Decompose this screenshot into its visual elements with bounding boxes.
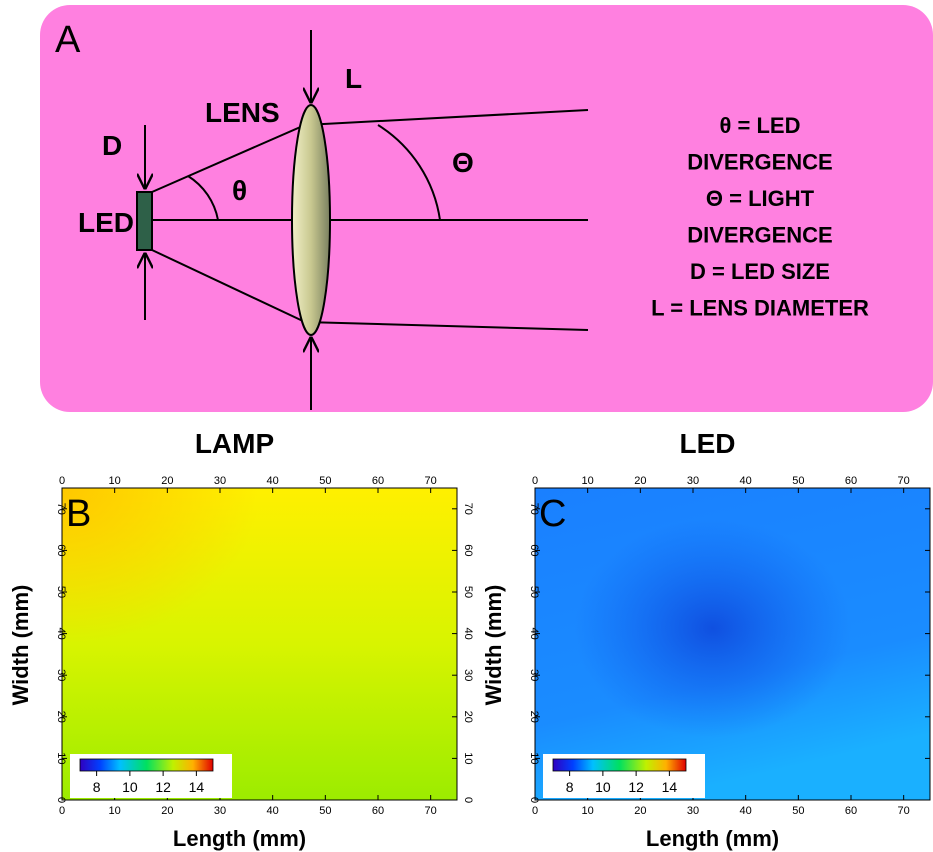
colorbar-tick-label: 10 xyxy=(595,779,611,795)
y-tick-label: 0 xyxy=(55,797,67,803)
x-tick-label: 70 xyxy=(425,805,437,817)
x-tick-label-top: 10 xyxy=(582,475,594,487)
x-tick-label: 70 xyxy=(898,805,910,817)
y-axis-label: Width (mm) xyxy=(481,585,506,706)
panel-label: B xyxy=(66,493,91,535)
x-tick-label-top: 60 xyxy=(372,475,384,487)
x-tick-label-top: 50 xyxy=(319,475,331,487)
legend-line: DIVERGENCE xyxy=(687,223,832,248)
y-axis-label: Width (mm) xyxy=(8,585,33,706)
panel-label: C xyxy=(539,493,566,535)
y-tick-label: 50 xyxy=(528,586,540,598)
x-tick-label: 50 xyxy=(319,805,331,817)
y-tick-label: 50 xyxy=(55,586,67,598)
led-chip xyxy=(137,192,152,250)
panel-label: A xyxy=(55,19,81,61)
x-tick-label-top: 10 xyxy=(109,475,121,487)
y-tick-label-right: 60 xyxy=(462,544,474,556)
x-tick-label: 20 xyxy=(634,805,646,817)
y-tick-label: 30 xyxy=(55,669,67,681)
x-axis-label: Length (mm) xyxy=(646,826,779,851)
colorbar-tick-label: 8 xyxy=(93,779,101,795)
colorbar-tick-label: 14 xyxy=(662,779,678,795)
colorbar xyxy=(80,759,213,771)
colorbar xyxy=(553,759,686,771)
led-label: LED xyxy=(78,207,134,238)
x-tick-label: 60 xyxy=(845,805,857,817)
legend-line: D = LED SIZE xyxy=(690,259,830,284)
colorbar-tick-label: 8 xyxy=(566,779,574,795)
plot-title: LED xyxy=(680,428,736,459)
colorbar-tick-label: 12 xyxy=(155,779,171,795)
x-tick-label-top: 40 xyxy=(267,475,279,487)
y-tick-label: 60 xyxy=(55,544,67,556)
x-tick-label: 40 xyxy=(740,805,752,817)
colorbar-tick-label: 12 xyxy=(628,779,644,795)
y-tick-label-right: 50 xyxy=(462,586,474,598)
x-tick-label-top: 20 xyxy=(634,475,646,487)
x-tick-label-top: 40 xyxy=(740,475,752,487)
y-tick-label: 20 xyxy=(528,711,540,723)
y-tick-label-right: 70 xyxy=(462,503,474,515)
figure: A L LENS D LED θ Θ θ = LED DIVERGENCE Θ = … xyxy=(0,0,933,852)
y-tick-label: 30 xyxy=(528,669,540,681)
light-angle-label: Θ xyxy=(452,147,474,178)
y-tick-label-right: 30 xyxy=(462,669,474,681)
led-size-label: D xyxy=(102,130,122,161)
legend-line: Θ = LIGHT xyxy=(706,186,815,211)
y-tick-label: 40 xyxy=(528,627,540,639)
x-tick-label-top: 0 xyxy=(532,475,538,487)
led-angle-label: θ xyxy=(232,175,247,206)
y-tick-label: 0 xyxy=(528,797,540,803)
x-tick-label-top: 70 xyxy=(425,475,437,487)
x-tick-label: 20 xyxy=(161,805,173,817)
legend-line: DIVERGENCE xyxy=(687,150,832,175)
x-tick-label-top: 30 xyxy=(214,475,226,487)
x-tick-label: 10 xyxy=(109,805,121,817)
y-tick-label: 20 xyxy=(55,711,67,723)
y-tick-label: 70 xyxy=(55,503,67,515)
x-axis-label: Length (mm) xyxy=(173,826,306,851)
colorbar-tick-label: 10 xyxy=(122,779,138,795)
contour-overlay xyxy=(535,488,930,800)
x-tick-label: 0 xyxy=(59,805,65,817)
y-tick-label: 10 xyxy=(55,752,67,764)
panel-a: A L LENS D LED θ Θ θ = LED DIVERGENCE Θ = … xyxy=(40,5,933,412)
contour-overlay xyxy=(62,488,457,800)
x-tick-label-top: 60 xyxy=(845,475,857,487)
y-tick-label-right: 40 xyxy=(462,627,474,639)
plot-title: LAMP xyxy=(195,428,274,459)
y-tick-label: 10 xyxy=(528,752,540,764)
x-tick-label: 30 xyxy=(687,805,699,817)
lens-label: LENS xyxy=(205,97,280,128)
legend-line: θ = LED xyxy=(720,113,801,138)
x-tick-label: 30 xyxy=(214,805,226,817)
x-tick-label-top: 70 xyxy=(898,475,910,487)
x-tick-label-top: 20 xyxy=(161,475,173,487)
x-tick-label: 0 xyxy=(532,805,538,817)
x-tick-label-top: 0 xyxy=(59,475,65,487)
colorbar-tick-label: 14 xyxy=(189,779,205,795)
y-tick-label-right: 0 xyxy=(462,797,474,803)
x-tick-label: 10 xyxy=(582,805,594,817)
lens-size-label: L xyxy=(345,63,362,94)
x-tick-label-top: 30 xyxy=(687,475,699,487)
y-tick-label-right: 10 xyxy=(462,752,474,764)
y-tick-label: 60 xyxy=(528,544,540,556)
x-tick-label-top: 50 xyxy=(792,475,804,487)
y-tick-label: 70 xyxy=(528,503,540,515)
x-tick-label: 40 xyxy=(267,805,279,817)
x-tick-label: 50 xyxy=(792,805,804,817)
lens xyxy=(292,105,330,335)
contour-plot: LEDC001010202030304040505060607070001010… xyxy=(481,428,933,851)
legend-line: L = LENS DIAMETER xyxy=(651,296,869,321)
y-tick-label: 40 xyxy=(55,627,67,639)
x-tick-label: 60 xyxy=(372,805,384,817)
y-tick-label-right: 20 xyxy=(462,711,474,723)
